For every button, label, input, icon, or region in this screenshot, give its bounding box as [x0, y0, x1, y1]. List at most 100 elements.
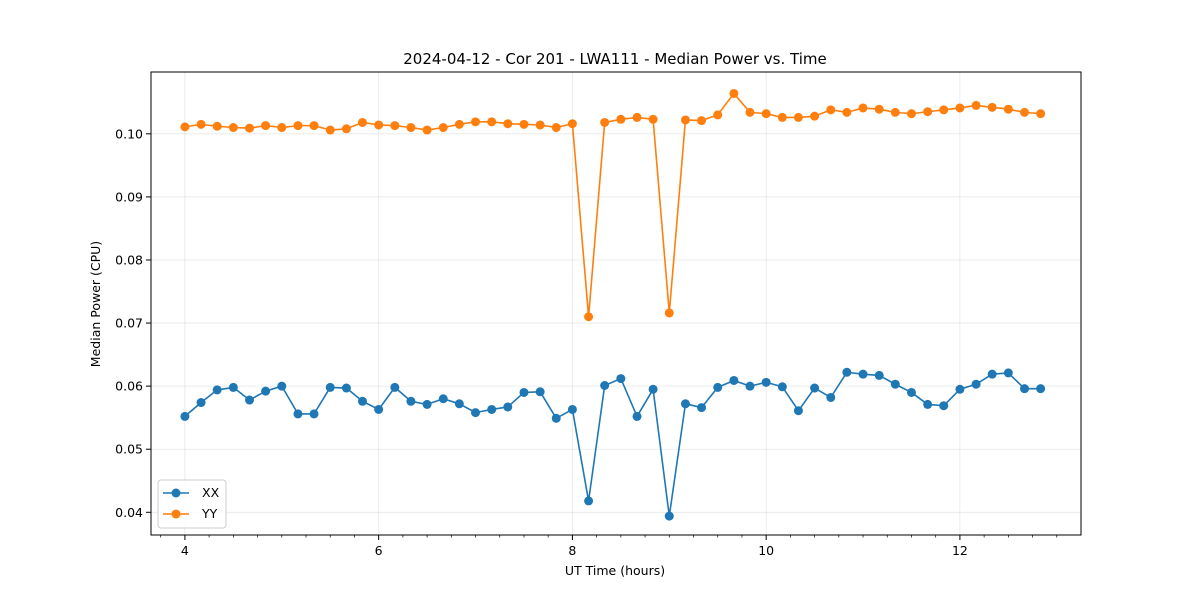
- plot-frame: [150, 71, 1082, 536]
- x-axis-label: UT Time (hours): [565, 563, 665, 578]
- data-point-xx: [923, 399, 933, 409]
- data-point-yy: [858, 103, 868, 113]
- data-point-xx: [196, 398, 206, 408]
- data-point-xx: [261, 386, 271, 396]
- data-point-yy: [616, 114, 626, 124]
- data-point-yy: [1003, 104, 1013, 114]
- data-point-yy: [777, 112, 787, 122]
- data-point-yy: [487, 117, 497, 127]
- data-point-xx: [616, 374, 626, 384]
- data-point-yy: [535, 120, 545, 130]
- data-point-xx: [406, 396, 416, 406]
- data-point-yy: [955, 103, 965, 113]
- y-tick-label: 0.05: [115, 442, 143, 457]
- data-point-xx: [551, 413, 561, 423]
- data-point-xx: [325, 382, 335, 392]
- data-point-xx: [567, 404, 577, 414]
- data-point-yy: [1020, 107, 1030, 117]
- data-point-xx: [438, 394, 448, 404]
- series-layer: [180, 88, 1046, 521]
- data-point-xx: [471, 408, 481, 418]
- data-point-yy: [810, 111, 820, 121]
- data-point-xx: [309, 409, 319, 419]
- data-point-yy: [713, 110, 723, 120]
- legend-marker-xx: [171, 488, 181, 498]
- data-point-xx: [955, 384, 965, 394]
- data-point-xx: [390, 382, 400, 392]
- data-point-yy: [390, 121, 400, 131]
- data-point-yy: [374, 120, 384, 130]
- x-axis: 4 6 8 10 12: [160, 535, 1058, 558]
- data-point-yy: [471, 117, 481, 127]
- data-point-yy: [761, 109, 771, 119]
- data-point-yy: [245, 123, 255, 133]
- data-point-yy: [793, 112, 803, 122]
- data-point-xx: [810, 383, 820, 393]
- data-point-yy: [277, 123, 287, 133]
- y-axis: 0.04 0.05 0.06 0.07 0.08 0.09 0.10: [115, 126, 151, 520]
- grid: [151, 72, 1081, 535]
- data-point-xx: [180, 411, 190, 421]
- data-point-yy: [971, 100, 981, 110]
- y-tick-label: 0.04: [115, 505, 143, 520]
- data-point-xx: [245, 395, 255, 405]
- data-point-xx: [277, 381, 287, 391]
- data-point-xx: [422, 399, 432, 409]
- data-point-yy: [987, 102, 997, 112]
- data-point-xx: [228, 382, 238, 392]
- data-point-xx: [632, 411, 642, 421]
- data-point-yy: [406, 123, 416, 133]
- data-point-yy: [906, 109, 916, 119]
- legend-label-yy: YY: [201, 506, 218, 521]
- x-tick-label: 8: [568, 543, 576, 558]
- data-point-xx: [987, 369, 997, 379]
- data-point-yy: [874, 104, 884, 114]
- data-point-xx: [535, 387, 545, 397]
- data-point-yy: [567, 119, 577, 129]
- legend-label-xx: XX: [202, 485, 220, 500]
- data-point-xx: [584, 496, 594, 506]
- data-point-yy: [293, 121, 303, 131]
- data-point-xx: [906, 387, 916, 397]
- data-point-yy: [584, 312, 594, 322]
- x-tick-label: 4: [181, 543, 189, 558]
- data-point-yy: [212, 121, 222, 131]
- x-tick-label: 6: [375, 543, 383, 558]
- data-point-yy: [357, 117, 367, 127]
- data-point-xx: [1003, 368, 1013, 378]
- data-point-xx: [1036, 384, 1046, 394]
- data-point-yy: [680, 115, 690, 125]
- legend: XX YY: [157, 479, 227, 529]
- data-point-yy: [325, 125, 335, 135]
- data-point-xx: [341, 383, 351, 393]
- data-point-xx: [648, 384, 658, 394]
- data-point-yy: [745, 107, 755, 117]
- data-point-yy: [341, 124, 351, 134]
- data-point-yy: [648, 114, 658, 124]
- data-point-yy: [890, 107, 900, 117]
- data-point-xx: [487, 404, 497, 414]
- data-point-xx: [858, 369, 868, 379]
- data-point-yy: [503, 119, 513, 129]
- data-point-xx: [793, 406, 803, 416]
- data-point-yy: [842, 107, 852, 117]
- data-point-xx: [777, 382, 787, 392]
- data-point-xx: [454, 399, 464, 409]
- y-tick-label: 0.09: [115, 189, 143, 204]
- data-point-yy: [729, 88, 739, 98]
- data-point-xx: [713, 382, 723, 392]
- y-tick-label: 0.10: [115, 126, 143, 141]
- data-point-yy: [551, 123, 561, 133]
- y-axis-label: Median Power (CPU): [88, 241, 103, 367]
- data-point-xx: [874, 370, 884, 380]
- data-point-yy: [923, 107, 933, 117]
- data-point-yy: [454, 119, 464, 129]
- data-point-xx: [357, 396, 367, 406]
- data-point-xx: [842, 367, 852, 377]
- data-point-xx: [761, 377, 771, 387]
- data-point-yy: [422, 125, 432, 135]
- data-point-yy: [228, 123, 238, 133]
- data-point-yy: [196, 119, 206, 129]
- data-point-yy: [632, 112, 642, 122]
